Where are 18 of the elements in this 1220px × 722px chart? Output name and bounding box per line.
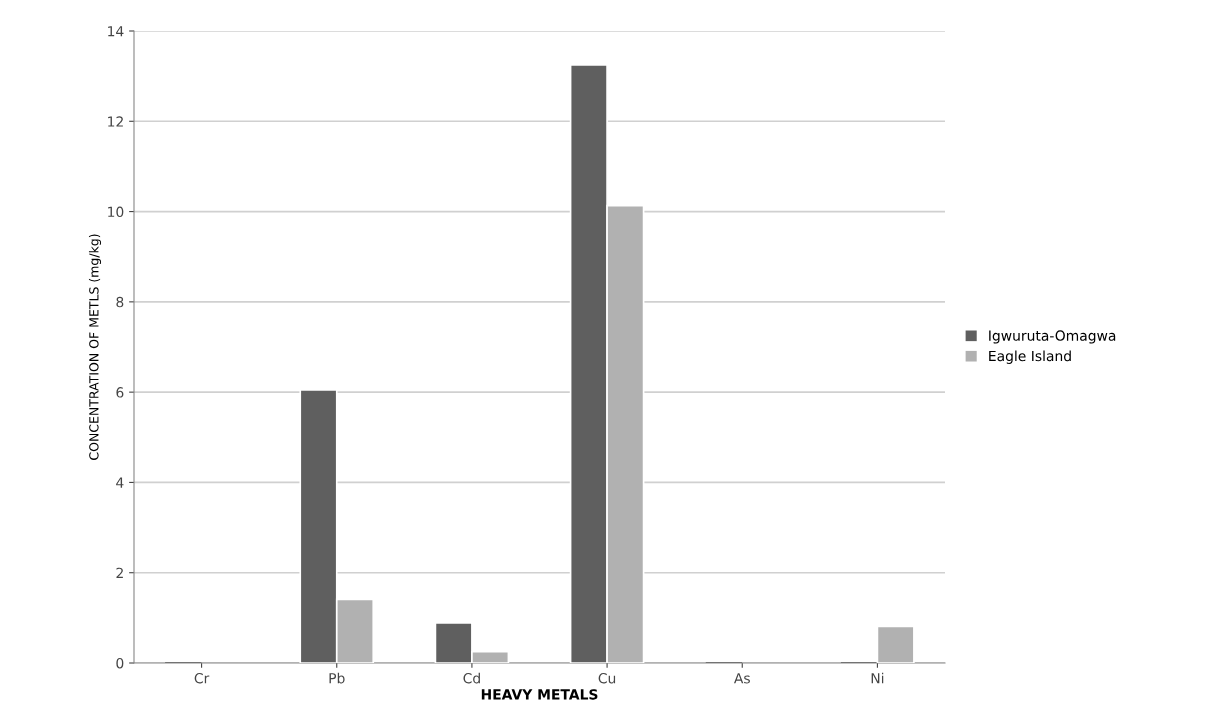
y-tick-label: 4	[116, 477, 124, 488]
y-tick-label: 12	[108, 116, 123, 127]
y-axis-title: CONCENTRATION OF METLS (mg/kg)	[88, 234, 102, 460]
y-tick-label: 8	[116, 296, 124, 308]
legend-label: Igwuruta-Omagwa	[989, 330, 1116, 344]
x-tick-label: Cu	[598, 672, 616, 684]
x-tick-label: As	[733, 673, 750, 684]
x-axis-title: HEAVY METALS	[481, 689, 598, 700]
x-tick-label: Cr	[194, 672, 210, 684]
x-tick-label: Pb	[329, 672, 345, 684]
y-tick-label: 10	[108, 206, 124, 218]
x-tick-label: Ni	[871, 672, 884, 684]
x-tick-label: Cd	[463, 672, 480, 684]
legend-label: Eagle Island	[989, 350, 1071, 364]
y-tick-label: 14	[108, 26, 124, 37]
y-tick-label: 6	[116, 387, 124, 398]
y-tick-label: 0	[116, 657, 124, 669]
y-tick-label: 2	[116, 567, 123, 578]
